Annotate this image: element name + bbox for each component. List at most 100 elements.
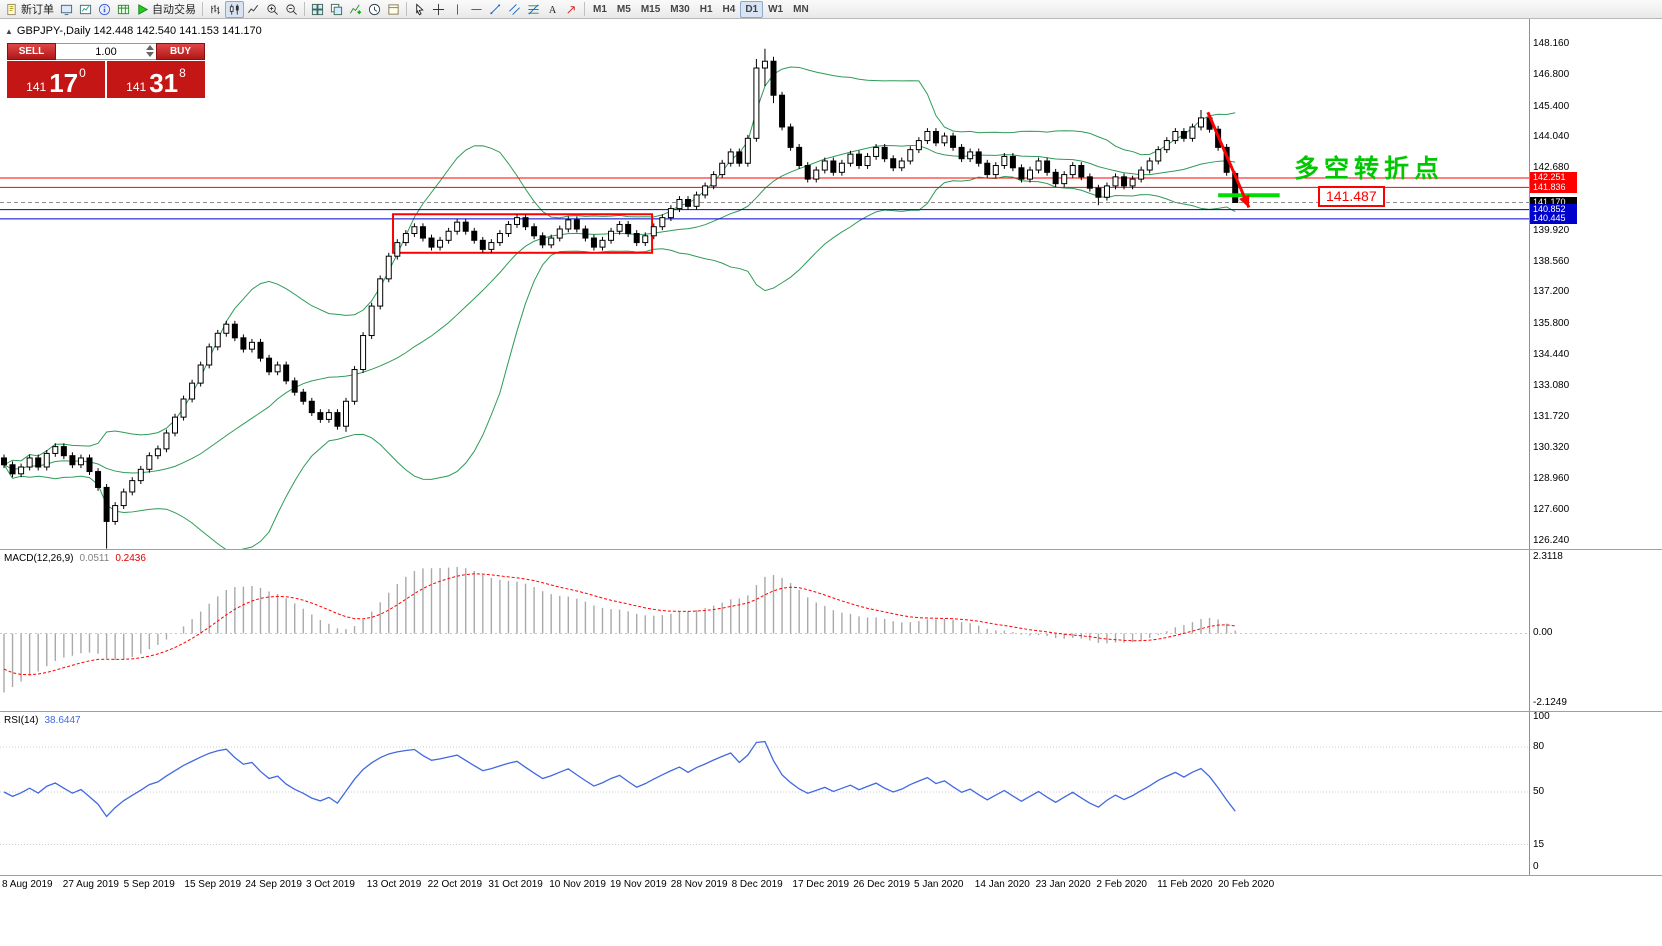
periods-button[interactable] — [365, 1, 384, 18]
volume-spinner[interactable] — [146, 45, 154, 57]
timeframe-w1[interactable]: W1 — [763, 1, 788, 18]
price-tag: 142.251 — [1530, 172, 1577, 184]
volume-value: 1.00 — [95, 45, 117, 58]
autotrading-button[interactable]: 自动交易 — [133, 1, 199, 18]
date-axis-label: 14 Jan 2020 — [974, 879, 1030, 890]
templates-button[interactable] — [384, 1, 403, 18]
main-chart-canvas[interactable] — [0, 19, 1529, 549]
new-order-button[interactable]: 新订单 — [2, 1, 57, 18]
timeframe-m15[interactable]: M15 — [636, 1, 665, 18]
buy-button[interactable]: BUY — [156, 43, 205, 60]
price-tag: 140.852 — [1530, 204, 1577, 216]
linechart-icon — [247, 3, 260, 16]
sell-price-prefix: 141 — [26, 79, 47, 94]
price-tag: 140.445 — [1530, 213, 1577, 225]
symbol-title: ▲ GBPJPY-,Daily 142.448 142.540 141.153 … — [5, 25, 262, 37]
tile-windows-button[interactable] — [308, 1, 327, 18]
timeframe-m5-label: M5 — [616, 3, 631, 15]
timeframe-mn[interactable]: MN — [788, 1, 814, 18]
trade-widget-top-row: SELL 1.00 BUY — [7, 43, 205, 60]
candlestick-chart-button[interactable] — [225, 0, 244, 18]
macd-panel: MACD(12,26,9) 0.0511 0.2436 2.3118 0.00 -2… — [0, 549, 1662, 711]
indicator-icon — [349, 3, 362, 16]
template-icon — [387, 3, 400, 16]
rsi-value: 38.6447 — [44, 715, 81, 726]
sell-price[interactable]: 141 17 0 — [7, 61, 105, 98]
sell-price-main: 17 — [49, 67, 79, 98]
buy-price-sup: 8 — [179, 66, 186, 80]
vertical-line-tool-button[interactable] — [448, 1, 467, 18]
cursor-icon — [413, 2, 426, 16]
zoom-in-button[interactable] — [263, 1, 282, 18]
trendline-tool-button[interactable] — [486, 1, 505, 18]
price-axis-label: 138.560 — [1533, 255, 1570, 267]
sell-price-sup: 0 — [79, 66, 86, 80]
sell-button[interactable]: SELL — [7, 43, 56, 60]
data-window-button[interactable] — [76, 1, 95, 18]
rsi-scale-label: 80 — [1533, 741, 1545, 752]
navigator-button[interactable] — [95, 1, 114, 18]
bar-chart-button[interactable] — [206, 1, 225, 18]
timeframe-d1[interactable]: D1 — [740, 0, 764, 18]
date-axis-label: 2 Feb 2020 — [1096, 879, 1147, 890]
chart-type-icon: ▲ — [5, 26, 13, 36]
candles-layer — [1, 48, 1239, 549]
rsi-axis-separator — [1529, 712, 1530, 875]
date-axis-label: 13 Oct 2019 — [366, 879, 422, 890]
tile-icon — [311, 3, 324, 16]
rsi-canvas[interactable] — [0, 712, 1529, 875]
grid-icon — [117, 3, 130, 16]
macd-label: MACD(12,26,9) 0.0511 0.2436 — [4, 553, 146, 564]
price-axis-label: 126.240 — [1533, 534, 1570, 546]
timeframe-h4[interactable]: H4 — [718, 1, 741, 18]
cascade-icon — [330, 3, 343, 16]
date-axis-label: 10 Nov 2019 — [549, 879, 606, 890]
date-axis[interactable]: 8 Aug 2019 27 Aug 2019 5 Sep 2019 15 Sep 20… — [0, 875, 1662, 946]
vline-icon — [451, 3, 464, 16]
price-axis-label: 142.680 — [1533, 162, 1570, 174]
fibo-icon — [527, 3, 540, 16]
macd-canvas[interactable] — [0, 550, 1529, 711]
crosshair-tool-button[interactable] — [429, 1, 448, 18]
timeframe-m30[interactable]: M30 — [665, 1, 694, 18]
toolbar-separator — [304, 2, 305, 16]
svg-text:A: A — [549, 5, 557, 16]
macd-signal-line — [3, 573, 1236, 676]
indicators-button[interactable] — [346, 1, 365, 18]
timeframe-m1[interactable]: M1 — [588, 1, 612, 18]
fibonacci-tool-button[interactable] — [524, 1, 543, 18]
horizontal-line-tool-button[interactable] — [467, 1, 486, 18]
macd-histogram — [3, 566, 1236, 693]
timeframe-h1-label: H1 — [699, 3, 713, 15]
market-watch-button[interactable] — [57, 1, 76, 18]
volume-down-icon[interactable] — [146, 52, 154, 57]
timeframe-h1[interactable]: H1 — [695, 1, 718, 18]
timeframe-h4-label: H4 — [722, 3, 736, 15]
cascade-windows-button[interactable] — [327, 1, 346, 18]
line-chart-button[interactable] — [244, 1, 263, 18]
volume-up-icon[interactable] — [146, 45, 154, 50]
buy-price[interactable]: 141 31 8 — [107, 61, 205, 98]
price-axis-label: 135.800 — [1533, 318, 1570, 330]
rsi-panel: RSI(14) 38.6447 100 80 50 15 0 — [0, 711, 1662, 875]
terminal-button[interactable] — [114, 1, 133, 18]
timeframe-m5[interactable]: M5 — [612, 1, 636, 18]
date-axis-label: 5 Sep 2019 — [123, 879, 175, 890]
date-axis-label: 5 Jan 2020 — [914, 879, 964, 890]
macd-scale-max: 2.3118 — [1533, 551, 1563, 562]
rsi-scale-label: 50 — [1533, 786, 1545, 797]
clock-icon — [368, 3, 381, 16]
down-arrow[interactable] — [1206, 111, 1251, 209]
monitor-icon — [60, 3, 73, 16]
channel-tool-button[interactable] — [505, 1, 524, 18]
cursor-tool-button[interactable] — [410, 1, 429, 18]
date-axis-label: 11 Feb 2020 — [1157, 879, 1213, 890]
bollinger-middle-band — [3, 144, 1236, 474]
text-tool-button[interactable]: A — [543, 1, 562, 18]
arrows-tool-button[interactable] — [562, 1, 581, 18]
price-axis-label: 137.200 — [1533, 286, 1570, 298]
volume-field[interactable]: 1.00 — [56, 43, 156, 60]
zoom-out-button[interactable] — [282, 1, 301, 18]
macd-scale-min: -2.1249 — [1533, 697, 1567, 708]
date-axis-label: 17 Dec 2019 — [792, 879, 850, 890]
